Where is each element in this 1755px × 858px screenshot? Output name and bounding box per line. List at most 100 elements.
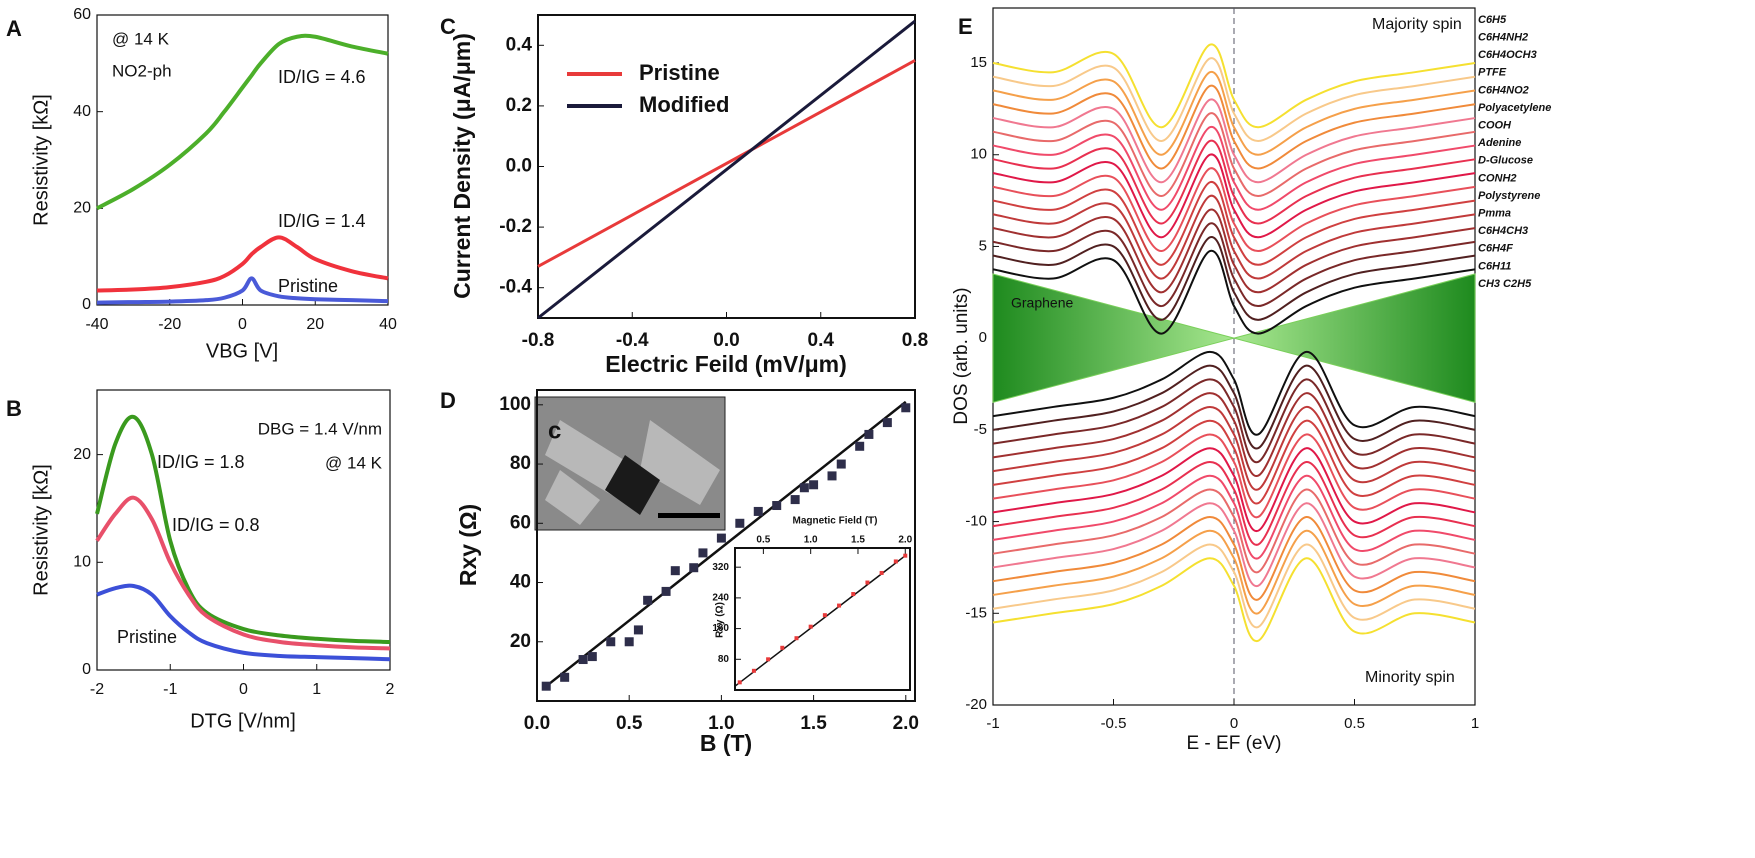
series-line	[992, 447, 1476, 532]
x-tick-label: 1.5	[800, 713, 827, 734]
x-tick-label: 1.5	[851, 535, 865, 546]
x-axis-label: Magnetic Field (T)	[793, 516, 878, 527]
y-axis-label: Current Density (μA/μm)	[449, 33, 475, 299]
data-point	[864, 429, 874, 439]
y-tick-label: 0.4	[506, 34, 533, 55]
series-line	[992, 222, 1476, 308]
x-tick-label: 0.0	[713, 330, 739, 351]
annotation: Majority spin	[1372, 16, 1462, 33]
series-label: ID/IG = 0.8	[172, 515, 260, 535]
series-line	[992, 153, 1476, 239]
x-axis-label: B (T)	[700, 730, 752, 756]
y-tick-label: 60	[510, 512, 531, 533]
data-point	[827, 471, 837, 481]
x-tick-label: -0.5	[1101, 715, 1127, 732]
legend-label: CH3 C2H5	[1478, 278, 1532, 290]
series-line	[992, 502, 1476, 587]
y-tick-label: 0.0	[506, 156, 532, 177]
y-tick-label: 60	[73, 6, 91, 23]
data-point	[578, 655, 588, 665]
y-tick-label: 15	[970, 54, 987, 71]
x-axis-label: DTG [V/nm]	[190, 710, 296, 732]
series-line	[992, 515, 1476, 601]
legend-label: C6H4NH2	[1478, 32, 1528, 44]
data-point	[799, 483, 809, 493]
series-line	[992, 460, 1476, 546]
data-point	[560, 672, 570, 682]
annotation: @ 14 K	[325, 453, 383, 472]
x-tick-label: -1	[163, 681, 177, 698]
y-tick-label: -0.2	[499, 216, 532, 237]
data-point	[901, 403, 911, 413]
y-axis-label: Resistivity [kΩ]	[30, 464, 52, 596]
annotation: NO2-ph	[112, 61, 172, 80]
series-line	[992, 194, 1476, 280]
series-line	[992, 167, 1476, 253]
legend-label: C6H11	[1478, 260, 1511, 272]
data-point	[698, 548, 708, 558]
data-point	[587, 652, 597, 662]
y-tick-label: 10	[970, 146, 987, 163]
annotation: Minority spin	[1365, 669, 1455, 686]
series-line	[992, 84, 1476, 170]
series-line	[992, 392, 1476, 477]
y-axis-label: DOS (arb. units)	[951, 287, 972, 424]
y-tick-label: 0	[82, 661, 91, 678]
legend-label: C6H4OCH3	[1478, 49, 1537, 61]
y-tick-label: 20	[73, 200, 91, 217]
series-line	[992, 139, 1476, 225]
legend-label: C6H4CH3	[1478, 225, 1528, 237]
photo-label: c	[548, 417, 561, 444]
y-tick-label: 10	[73, 554, 91, 571]
data-point	[772, 501, 782, 511]
series-line	[96, 583, 391, 662]
legend-label: C6H4NO2	[1478, 84, 1529, 96]
series-line	[992, 71, 1476, 156]
y-tick-label: 20	[510, 631, 531, 652]
series-line	[992, 364, 1476, 450]
x-axis-label: VBG [V]	[206, 340, 278, 362]
data-point	[836, 459, 846, 469]
x-tick-label: -2	[90, 681, 104, 698]
y-tick-label: -20	[965, 696, 987, 713]
x-tick-label: 0.5	[756, 535, 770, 546]
legend-label: Polystyrene	[1478, 190, 1540, 202]
series-line	[992, 350, 1476, 436]
sem-photo	[534, 396, 726, 531]
y-tick-label: 0	[979, 329, 987, 346]
x-tick-label: 0.4	[808, 330, 835, 351]
series-line	[992, 474, 1476, 560]
series-label: ID/IG = 1.8	[157, 452, 245, 472]
series-line	[96, 276, 389, 305]
x-tick-label: 1.0	[804, 535, 818, 546]
series-line	[992, 419, 1476, 505]
y-tick-label: -0.4	[499, 277, 532, 298]
plot-frame	[536, 389, 916, 702]
data-point	[882, 418, 892, 428]
legend-label: COOH	[1478, 120, 1512, 132]
x-tick-label: 0	[1230, 715, 1238, 732]
data-point	[753, 506, 763, 516]
data-point	[822, 613, 827, 618]
data-point	[794, 636, 799, 641]
x-tick-label: 1.0	[708, 713, 734, 734]
x-tick-label: -0.8	[522, 330, 555, 351]
y-tick-label: -5	[974, 421, 987, 438]
series-label: Pristine	[278, 276, 338, 296]
legend-label: CONH2	[1478, 172, 1517, 184]
x-tick-label: 1	[1471, 715, 1479, 732]
legend-label: Pmma	[1478, 208, 1511, 220]
y-axis-label: Resistivity [kΩ]	[30, 94, 52, 226]
series-line	[992, 112, 1476, 198]
legend-label: PTFE	[1478, 67, 1507, 79]
legend-label: C6H5	[1478, 14, 1507, 26]
data-point	[879, 570, 884, 575]
x-tick-label: -40	[85, 316, 108, 333]
series-line	[992, 236, 1476, 321]
data-point	[809, 480, 819, 490]
data-point	[893, 559, 898, 564]
series-line	[96, 33, 389, 211]
data-point	[624, 637, 634, 647]
x-tick-label: 2.0	[898, 535, 912, 546]
